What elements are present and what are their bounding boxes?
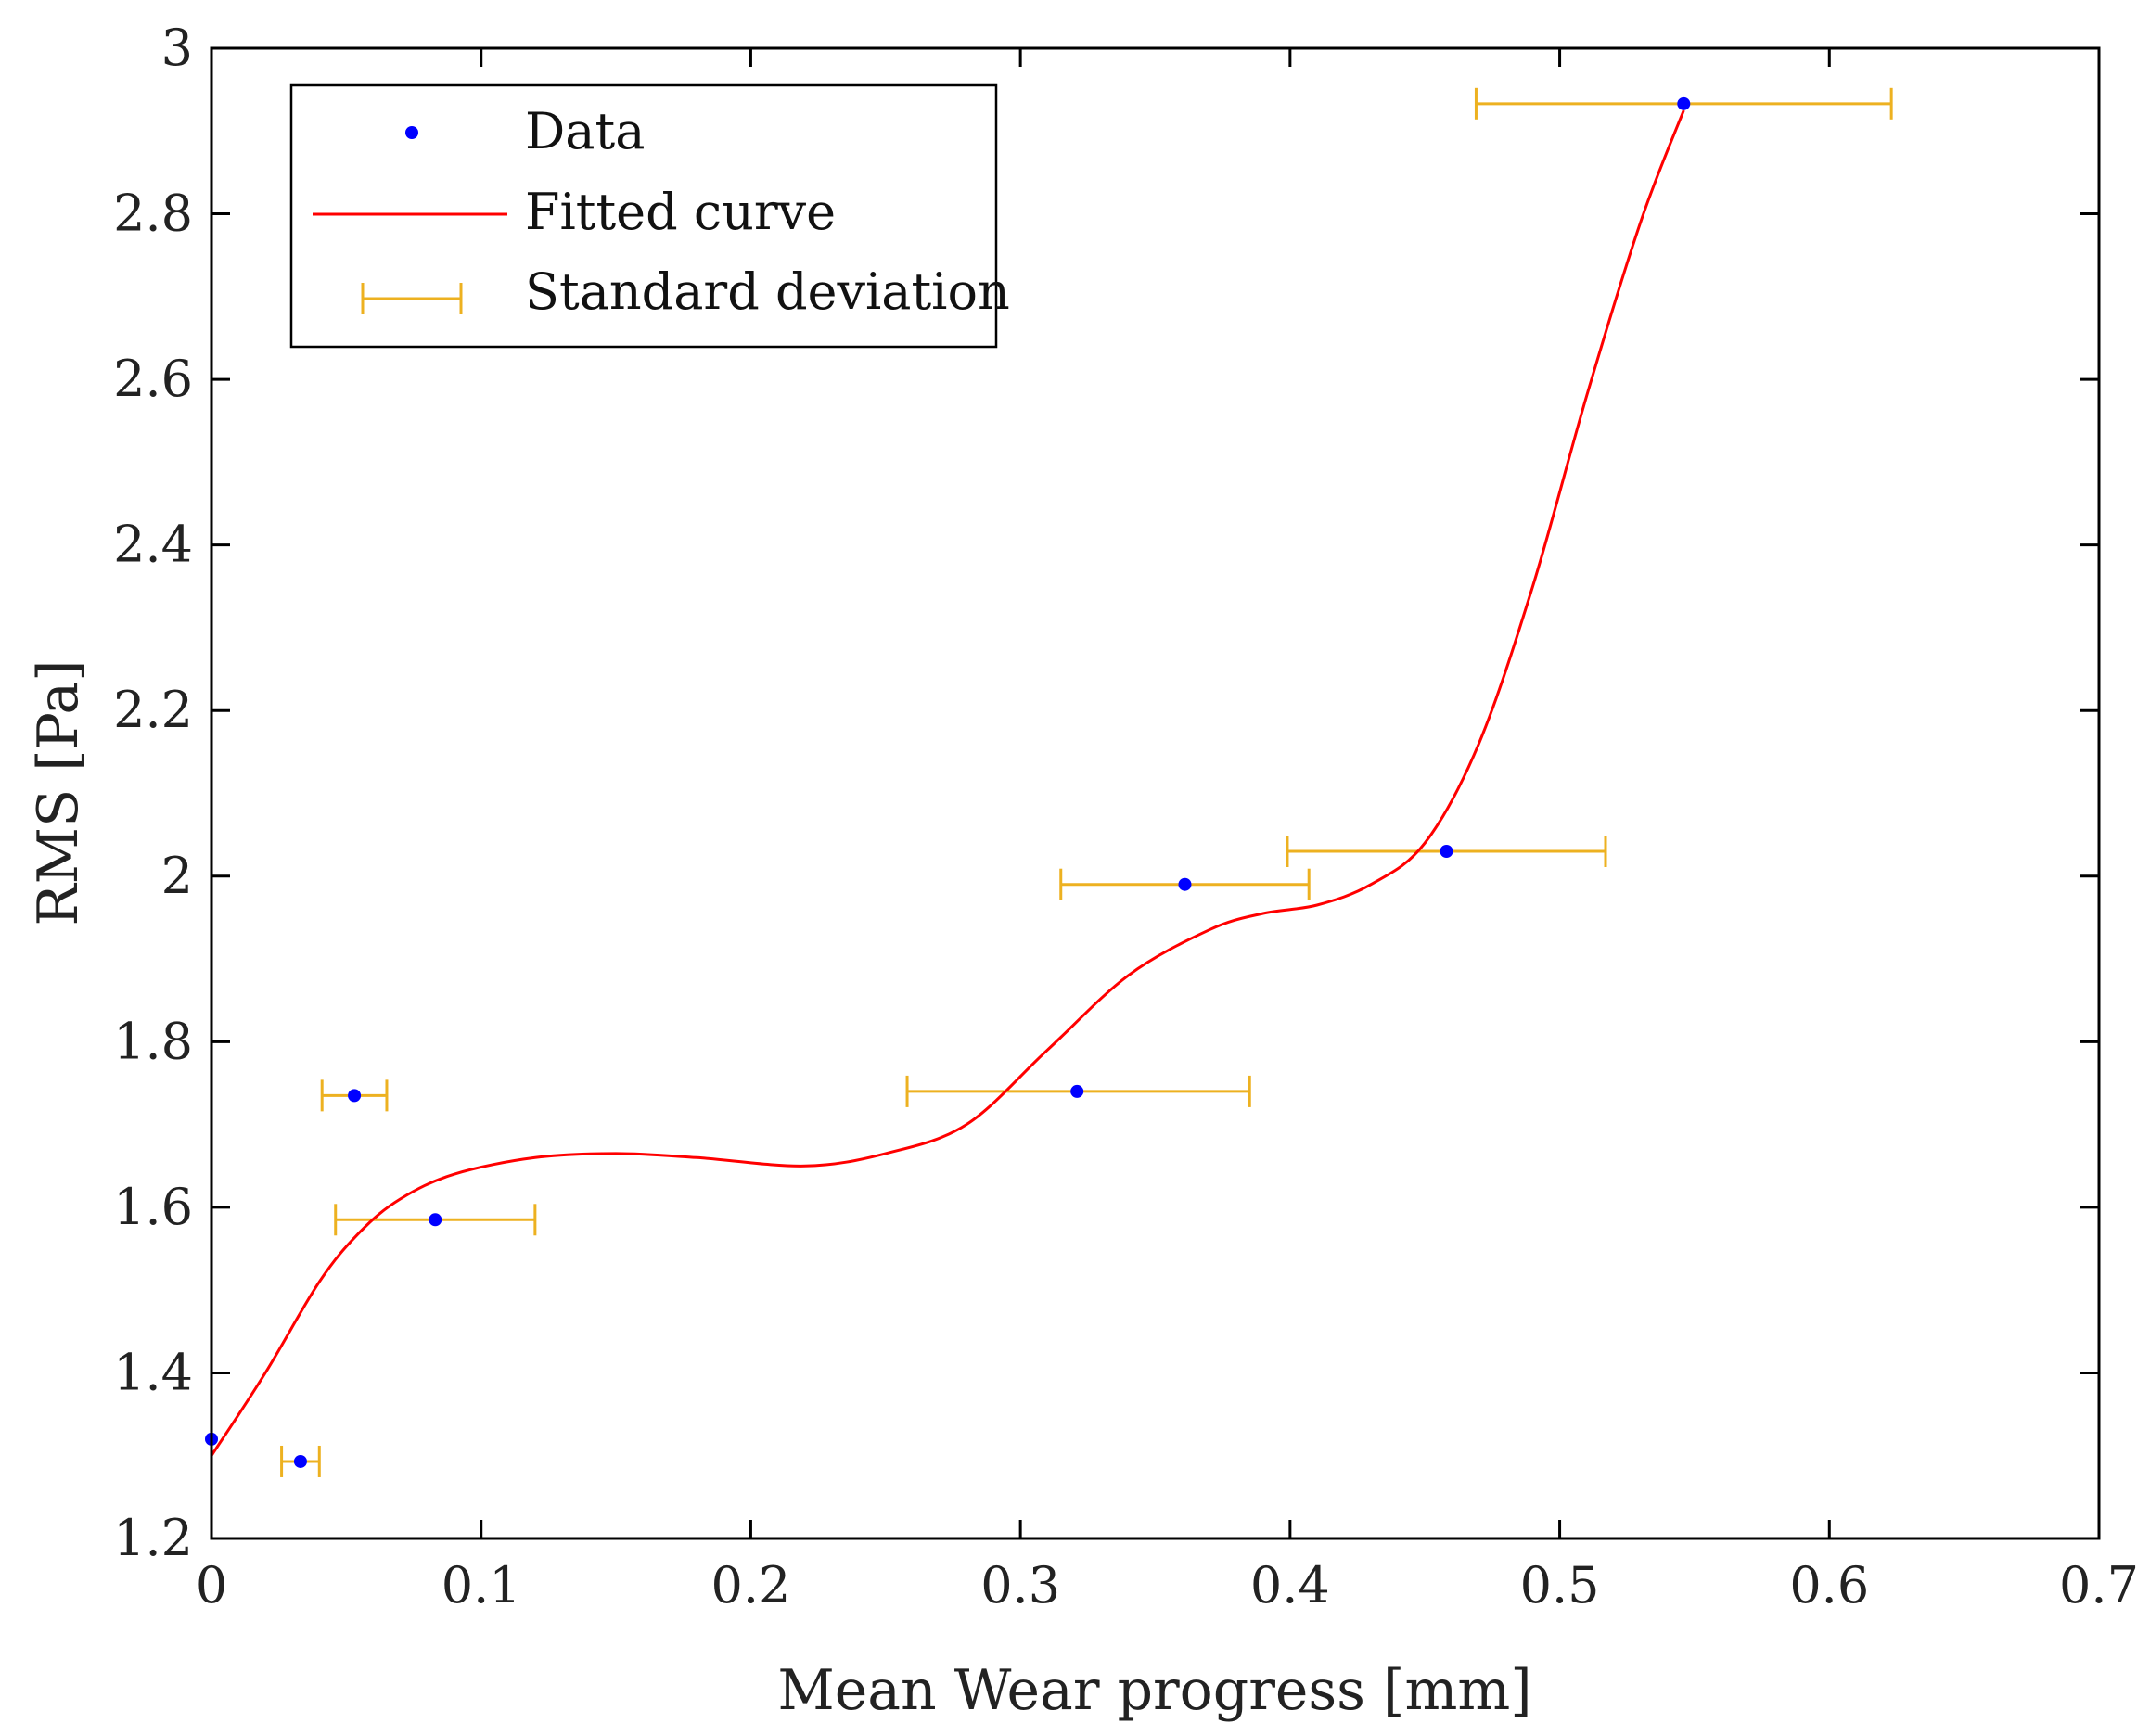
legend-data-marker xyxy=(405,126,418,139)
data-point-4 xyxy=(429,1213,442,1227)
data-point-8 xyxy=(1677,96,1691,110)
x-tick-label: 0.6 xyxy=(1789,1556,1869,1615)
fitted-curve-layer xyxy=(210,109,1685,1457)
x-tick-label: 0.4 xyxy=(1250,1556,1330,1615)
x-tick-label: 0.1 xyxy=(442,1556,521,1615)
fitted-curve xyxy=(210,109,1685,1457)
data-point-2 xyxy=(293,1454,307,1468)
legend-errorbar-marker xyxy=(361,283,463,314)
y-tick-label: 2.8 xyxy=(113,185,193,243)
legend: Data Fitted curve Standard deviation xyxy=(289,83,1010,349)
data-point-3 xyxy=(348,1089,362,1103)
y-tick-label: 1.4 xyxy=(113,1343,193,1401)
x-axis-ticks: 0 0.1 0.2 0.3 0.4 0.5 0.6 0.7 xyxy=(196,48,2139,1615)
y-tick-label: 2.4 xyxy=(113,516,193,574)
x-tick-label: 0.7 xyxy=(2059,1556,2139,1615)
y-tick-label: 2.2 xyxy=(113,681,193,739)
x-tick-label: 0.2 xyxy=(710,1556,790,1615)
y-tick-label: 1.6 xyxy=(113,1178,193,1236)
data-point-6 xyxy=(1178,877,1192,891)
y-tick-label: 2.6 xyxy=(113,350,193,408)
x-tick-label: 0.5 xyxy=(1520,1556,1600,1615)
data-point-7 xyxy=(1440,844,1453,858)
legend-data-label: Data xyxy=(525,102,645,160)
data-point-5 xyxy=(1070,1084,1084,1098)
y-axis-ticks: 1.2 1.4 1.6 1.8 2 2.2 2.4 2.6 2.8 3 xyxy=(113,19,2099,1567)
x-tick-label: 0 xyxy=(196,1556,227,1615)
data-points-layer xyxy=(205,96,1691,1468)
legend-errorbar-label: Standard deviation xyxy=(525,262,1010,321)
x-axis-title: Mean Wear progress [mm] xyxy=(777,1658,1531,1723)
y-tick-label: 2 xyxy=(161,847,193,905)
y-tick-label: 3 xyxy=(161,19,193,77)
y-axis-title: RMS [Pa] xyxy=(26,659,91,925)
x-tick-label: 0.3 xyxy=(980,1556,1060,1615)
y-tick-label: 1.8 xyxy=(113,1012,193,1070)
y-tick-label: 1.2 xyxy=(113,1509,193,1567)
axes-box xyxy=(210,46,2101,1540)
legend-fit-label: Fitted curve xyxy=(525,183,836,241)
